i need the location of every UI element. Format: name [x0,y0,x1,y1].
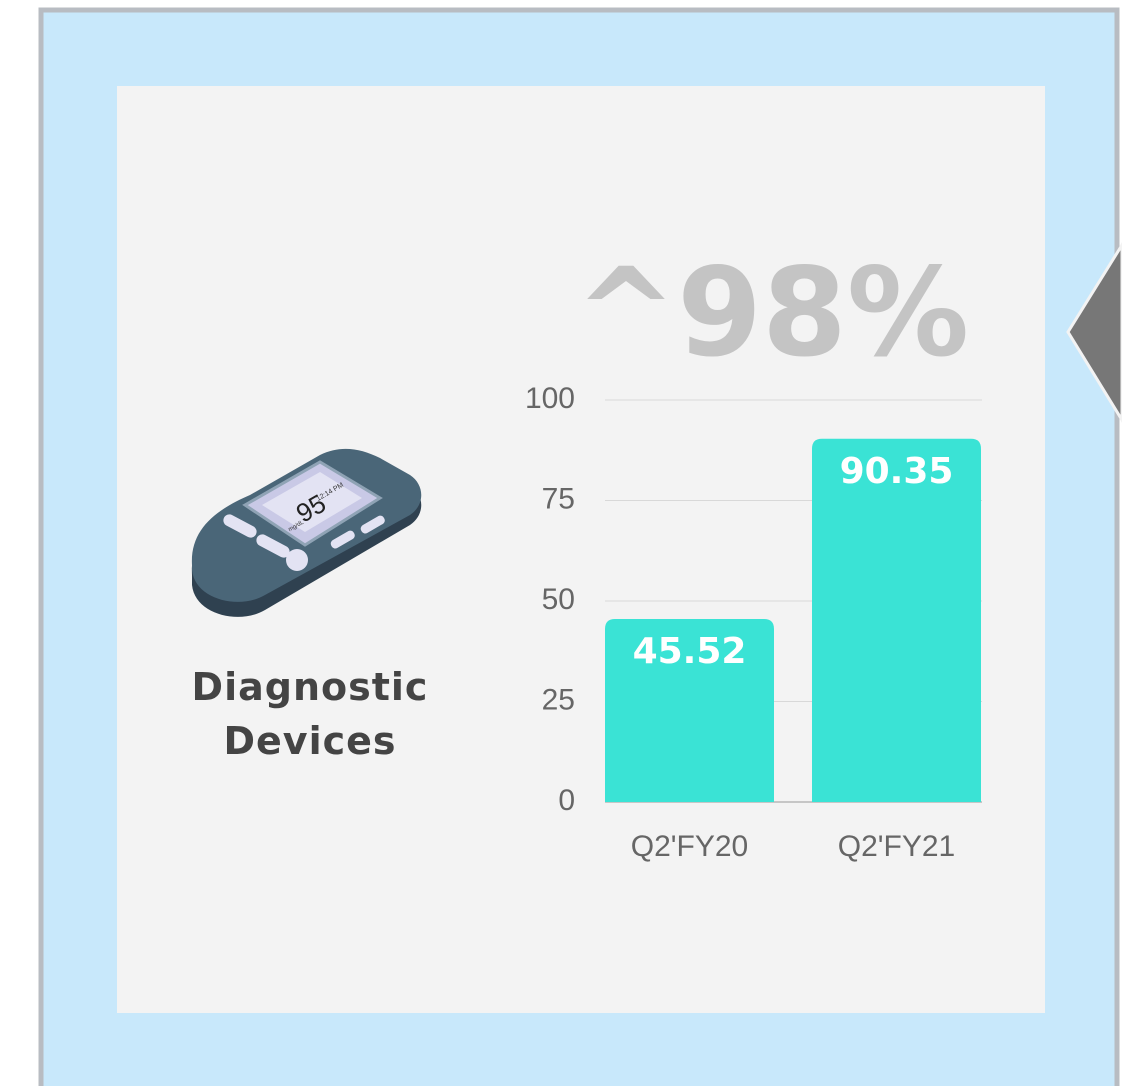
y-tick-label: 25 [542,683,575,716]
annotation: ^98% [575,242,969,384]
bar [812,439,981,802]
y-tick-label: 75 [542,482,575,515]
chart: 95 12:14 PM mg/dL ^98% 0255075100Q2'FY20… [0,0,1122,1086]
category-label: Diagnostic Devices [160,660,460,768]
value-label: 45.52 [633,631,747,672]
y-tick-label: 0 [558,784,575,817]
y-tick-label: 100 [525,382,575,415]
x-tick-label: Q2'FY21 [838,830,955,863]
slide: 95 12:14 PM mg/dL ^98% 0255075100Q2'FY20… [0,0,1122,1086]
x-tick-label: Q2'FY20 [631,830,748,863]
y-tick-label: 50 [542,583,575,616]
value-label: 90.35 [840,451,954,492]
